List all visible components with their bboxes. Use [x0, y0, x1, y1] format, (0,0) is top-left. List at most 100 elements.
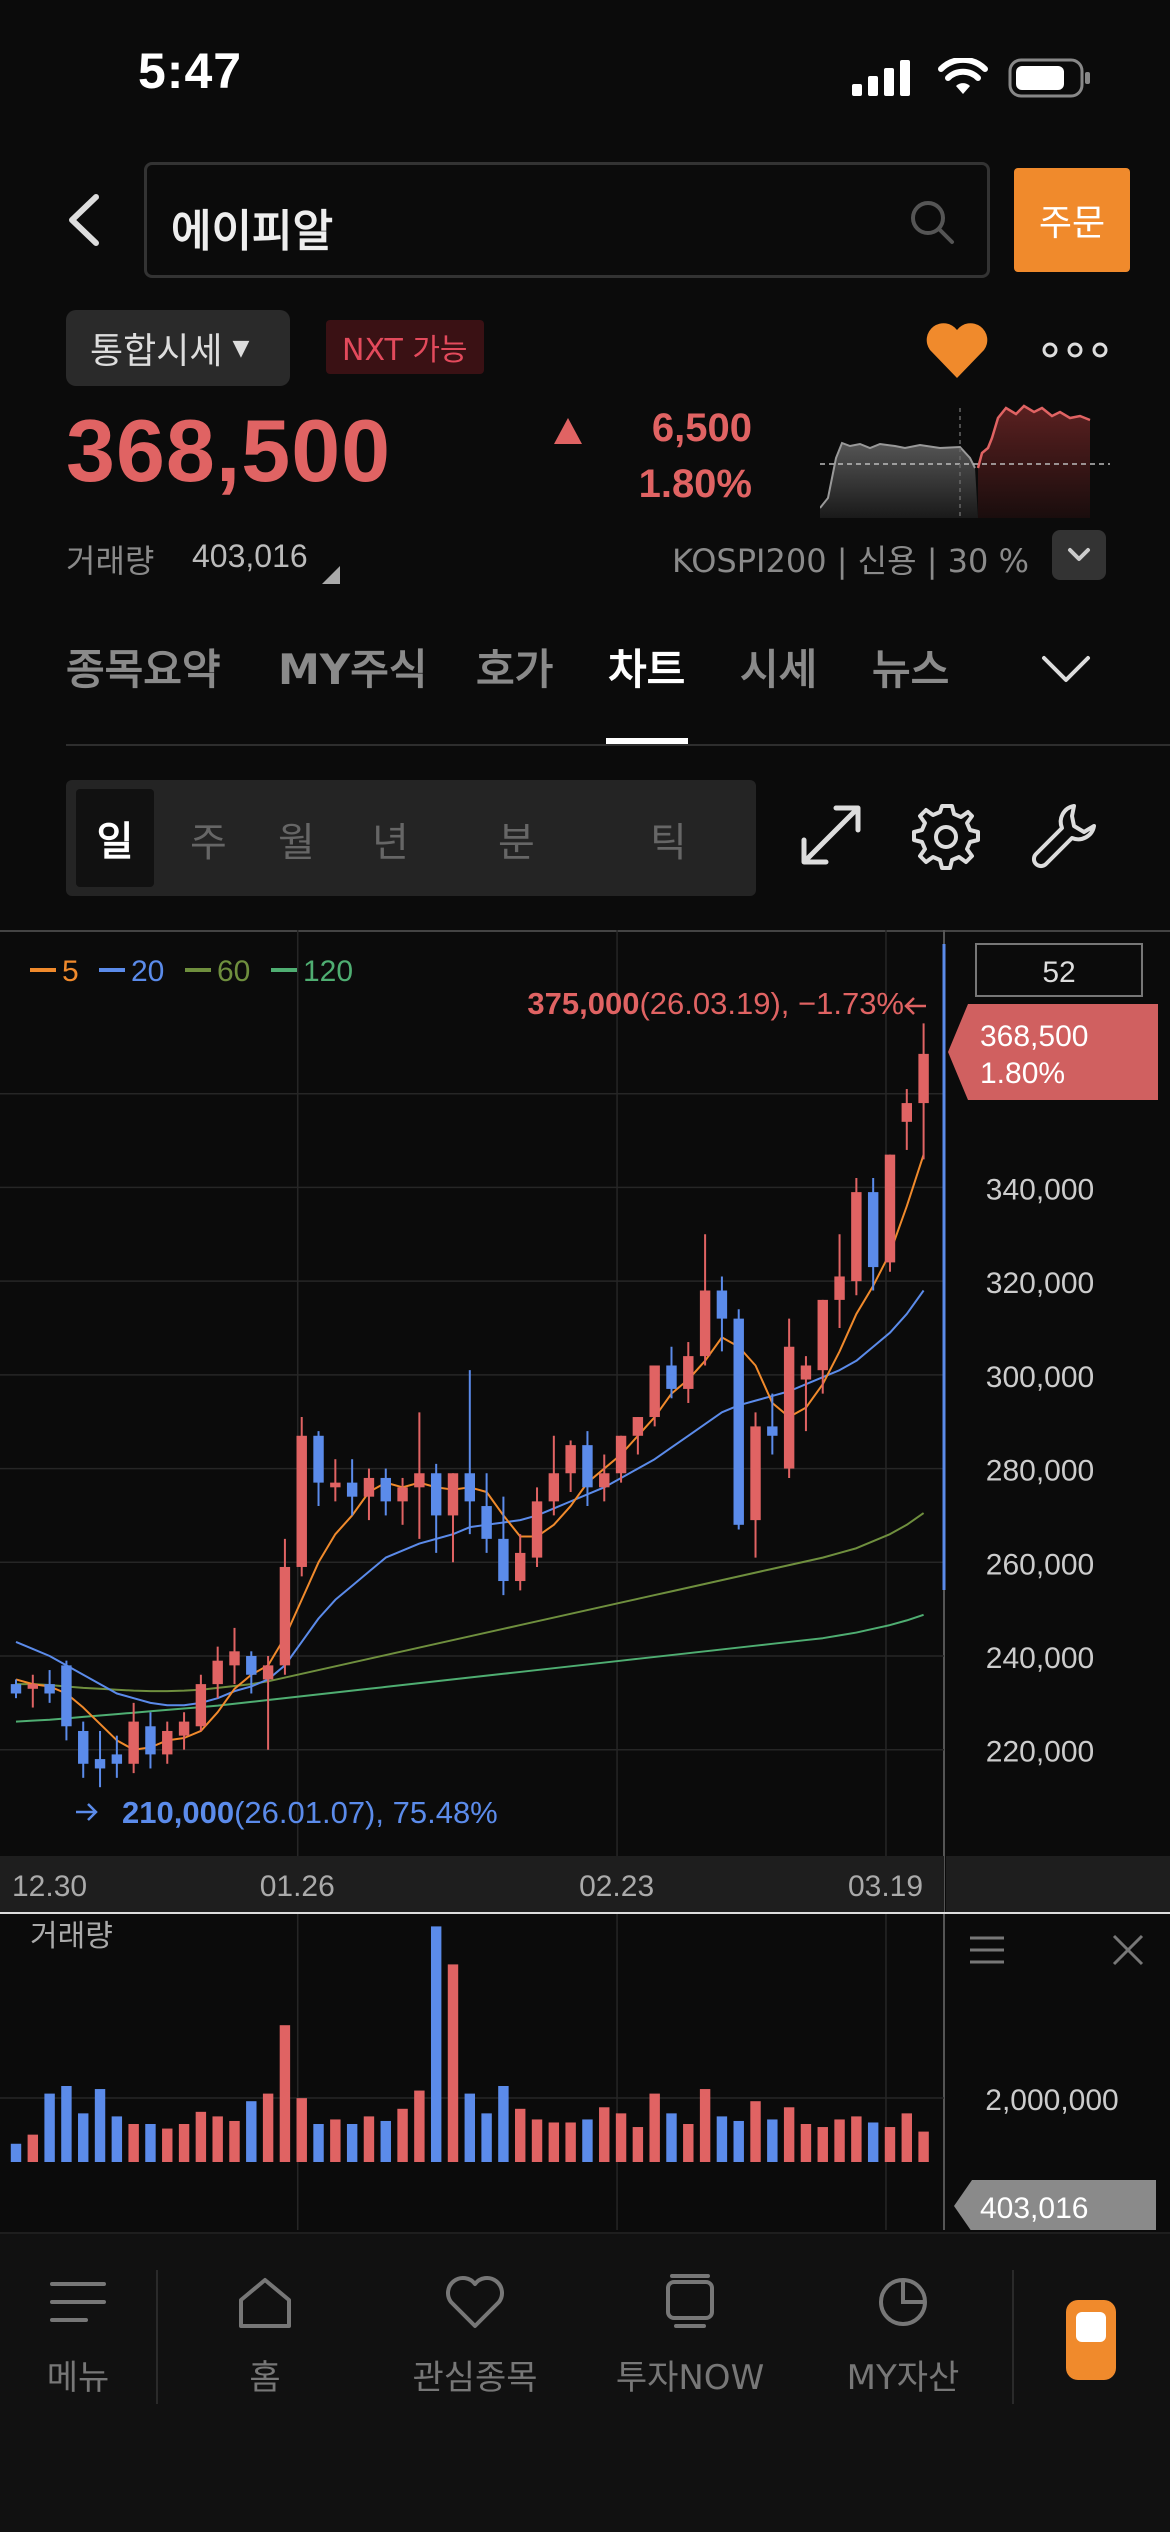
candle-body: [145, 1726, 156, 1755]
y-tick-label: 280,000: [986, 1455, 1094, 1488]
nav-invest-now[interactable]: 투자NOW: [610, 2274, 770, 2399]
app-switch-button[interactable]: [1066, 2300, 1116, 2380]
nav-my-assets-label: MY자산: [846, 2358, 960, 2398]
period-3[interactable]: 년: [372, 820, 409, 866]
signal-icon: [852, 60, 910, 96]
tab-3[interactable]: 차트: [608, 645, 686, 694]
candle-body: [901, 1103, 912, 1122]
visible-count: 52: [1042, 956, 1075, 989]
volume-bar: [599, 2107, 610, 2162]
volume-bar: [901, 2113, 912, 2162]
tab-0[interactable]: 종목요약: [66, 645, 221, 694]
favorite-heart-icon[interactable]: [922, 318, 992, 382]
nav-my-assets[interactable]: MY자산: [838, 2274, 968, 2399]
more-icon[interactable]: [1040, 330, 1110, 370]
volume-bar: [750, 2101, 761, 2162]
tab-4[interactable]: 시세: [740, 645, 818, 694]
order-button[interactable]: 주문: [1014, 168, 1130, 272]
home-icon: [239, 2278, 291, 2328]
nav-watchlist[interactable]: 관심종목: [400, 2274, 550, 2399]
intraday-sparkline: [820, 404, 1110, 518]
heart-outline-icon: [446, 2276, 504, 2328]
candle-body: [178, 1721, 190, 1736]
volume-bar: [94, 2089, 106, 2162]
volume-bar: [128, 2124, 139, 2162]
candle-body: [246, 1656, 257, 1675]
volume-bar: [531, 2119, 543, 2162]
candle-body: [615, 1435, 627, 1474]
quote-mode-dropdown[interactable]: 통합시세 ▼: [66, 310, 290, 386]
index-info: KOSPI200 | 신용 | 30 %: [672, 542, 1029, 580]
wrench-icon[interactable]: [1028, 800, 1100, 872]
candle-body: [750, 1426, 761, 1521]
candle-body: [481, 1506, 492, 1539]
volume-bar: [817, 2127, 828, 2162]
period-1[interactable]: 주: [190, 820, 227, 866]
candle-body: [884, 1154, 896, 1263]
candle-body: [262, 1665, 274, 1680]
tab-1[interactable]: MY주식: [278, 645, 428, 694]
quote-mode-label: 통합시세: [90, 331, 223, 372]
candle-body: [94, 1759, 106, 1769]
period-2[interactable]: 월: [278, 820, 315, 866]
y-tick-label: 260,000: [986, 1548, 1094, 1581]
tabs-more-chevron-icon[interactable]: [1040, 650, 1092, 690]
expand-quote-button[interactable]: [1052, 530, 1106, 580]
volume-bar: [834, 2119, 845, 2162]
candle-body: [78, 1730, 89, 1764]
nav-menu[interactable]: 메뉴: [30, 2274, 126, 2399]
tab-divider: [66, 744, 1170, 746]
volume-bar: [867, 2122, 879, 2162]
search-value: 에이피알: [171, 206, 333, 257]
search-icon[interactable]: [907, 197, 957, 247]
period-5[interactable]: 틱: [650, 820, 687, 866]
tv-icon: [666, 2274, 714, 2328]
volume-bar: [44, 2093, 55, 2162]
corner-triangle-icon: [322, 566, 340, 584]
tab-2[interactable]: 호가: [476, 645, 554, 694]
volume-tag: [954, 2180, 1156, 2230]
candle-body: [363, 1477, 375, 1497]
volume-bar: [363, 2116, 375, 2162]
volume-label: 거래량: [66, 542, 155, 580]
fullscreen-icon[interactable]: [796, 800, 866, 870]
y-tick-label: 300,000: [986, 1361, 1094, 1394]
low-annotation: 210,000(26.01.07), 75.48%: [122, 1795, 498, 1830]
volume-bar: [414, 2090, 425, 2162]
volume-bar: [733, 2120, 744, 2162]
tab-5[interactable]: 뉴스: [872, 645, 950, 694]
candle-body: [565, 1445, 576, 1474]
volume-bar: [111, 2116, 123, 2162]
candle-body: [666, 1365, 677, 1389]
ma120-line: [15, 1613, 924, 1723]
period-4[interactable]: 분: [498, 820, 535, 866]
candle-body: [683, 1356, 694, 1389]
x-tick-label: 12.30: [12, 1870, 87, 1903]
volume-bar: [397, 2108, 408, 2162]
candle-body: [346, 1482, 358, 1497]
candlestick-chart[interactable]: 340,000 320,000 300,000 280,000 260,000 240,0…: [0, 930, 1170, 2230]
volume-bar: [666, 2113, 677, 2162]
candle-body: [10, 1684, 22, 1694]
settings-gear-icon[interactable]: [910, 800, 982, 872]
candle-body: [733, 1318, 744, 1525]
candle-body: [128, 1721, 139, 1764]
candle-body: [867, 1192, 879, 1268]
search-field[interactable]: 에이피알: [144, 162, 990, 278]
candle-body: [296, 1435, 307, 1567]
candle-body: [27, 1684, 39, 1689]
candle-body: [380, 1477, 391, 1502]
x-tick-label: 01.26: [260, 1870, 335, 1903]
volume-bar: [162, 2128, 173, 2162]
nav-separator: [1012, 2270, 1014, 2404]
period-0[interactable]: 일: [76, 789, 154, 887]
candle-body: [531, 1501, 543, 1558]
current-pct-tag-value: 1.80%: [980, 1057, 1065, 1090]
nav-home[interactable]: 홈: [220, 2274, 310, 2399]
volume-bar: [380, 2120, 391, 2162]
chart-bg: [0, 930, 1170, 2230]
candle-body: [783, 1346, 795, 1469]
candle-body: [699, 1290, 711, 1357]
high-arrow-icon: [904, 997, 926, 1015]
back-icon[interactable]: [56, 185, 116, 255]
